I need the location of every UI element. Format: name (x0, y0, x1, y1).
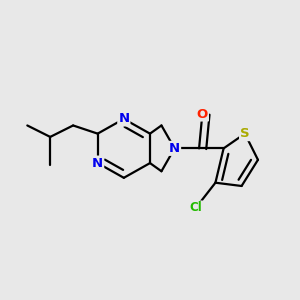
Text: S: S (240, 127, 250, 140)
Text: N: N (169, 142, 180, 155)
Text: O: O (197, 107, 208, 121)
Text: N: N (118, 112, 129, 125)
Text: N: N (92, 157, 103, 169)
Text: Cl: Cl (189, 201, 202, 214)
